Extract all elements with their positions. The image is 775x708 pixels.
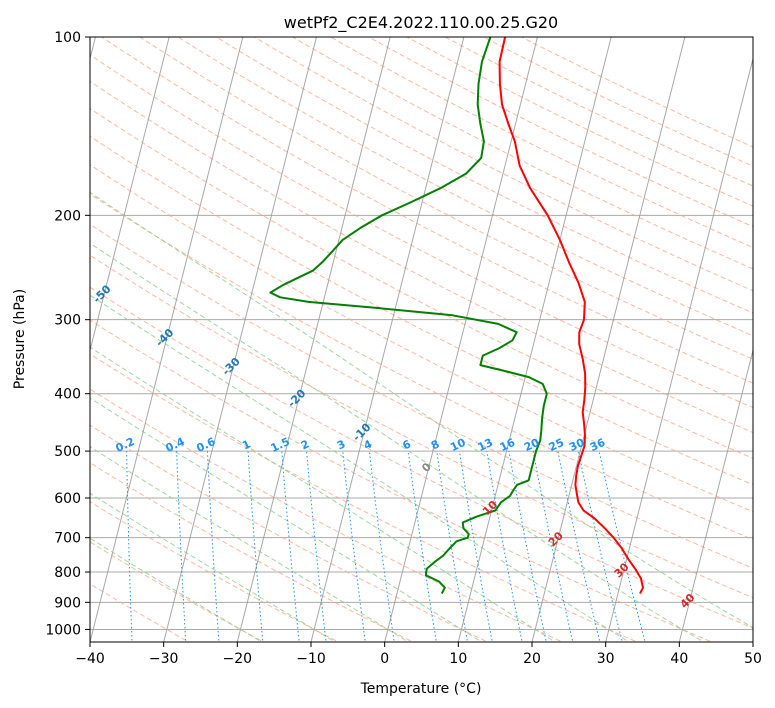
y-tick-label: 200 (54, 208, 81, 224)
mixing-ratio-label: 36 (588, 436, 608, 454)
plot-series (269, 37, 644, 595)
isotherm-line (90, 37, 170, 353)
isotherm-line (605, 56, 753, 642)
dry-adiabat-line (90, 193, 753, 541)
mixing-ratio-label: 30 (567, 436, 587, 454)
y-tick-label: 300 (54, 313, 81, 329)
moist-adiabat-line (90, 346, 557, 642)
mixing-ratio-label: 16 (498, 436, 518, 454)
dry-adiabat-line (90, 223, 753, 569)
x-tick-label: −30 (149, 651, 179, 667)
isotherm-line (90, 37, 244, 642)
dry-adiabat-line (90, 583, 190, 642)
moist-adiabat-line (90, 537, 263, 642)
x-tick-label: 40 (670, 651, 688, 667)
x-tick-label: 0 (380, 651, 389, 667)
dry-adiabat-line (177, 37, 753, 337)
isotherm-line (678, 348, 753, 642)
y-tick-label: 800 (54, 565, 81, 581)
dry-adiabat-line (90, 501, 340, 642)
y-tick-label: 1000 (45, 622, 81, 638)
plot-frame (89, 36, 754, 643)
mixing-ratio-label: 10 (448, 436, 468, 454)
x-tick-label: 50 (744, 651, 762, 667)
isotherm-line (236, 37, 391, 642)
y-tick-label: 900 (54, 595, 81, 611)
y-tick-label: 100 (54, 30, 81, 46)
mixing-ratio-line (557, 451, 601, 642)
mixing-ratio-line (407, 451, 437, 642)
temperature-profile-line (498, 37, 644, 595)
x-tick-label: −40 (75, 651, 105, 667)
x-axis-label: Temperature (°C) (360, 681, 482, 697)
isotherm-line (457, 37, 612, 642)
x-tick-label: 10 (449, 651, 467, 667)
dry-adiabat-line (100, 37, 753, 384)
dewpoint-profile-line (269, 37, 548, 595)
x-tick-label: 20 (523, 651, 541, 667)
moist-adiabat-line (90, 191, 753, 629)
moist-adiabat-line (90, 492, 337, 642)
y-axis: 100 200 300 400 500 600 700 800 900 1000 (45, 30, 90, 638)
y-tick-label: 400 (54, 387, 81, 403)
mixing-ratio-line (532, 451, 574, 642)
isotherm-line (163, 37, 317, 642)
x-tick-label: 30 (597, 651, 615, 667)
isotherm-line (531, 37, 686, 642)
dry-adiabat-line (90, 319, 714, 642)
dry-adiabat-line (215, 37, 753, 314)
mixing-ratio-line (486, 451, 523, 642)
x-tick-label: −10 (296, 651, 326, 667)
dry-adiabat-line (90, 286, 753, 629)
mixing-ratio-line (508, 451, 547, 642)
plot-background (90, 37, 753, 642)
mixing-ratio-label: 25 (547, 436, 566, 454)
mixing-ratio-label: 20 (522, 436, 542, 454)
mixing-ratio-line (176, 451, 187, 642)
mixing-ratio-label: 13 (476, 436, 495, 454)
x-axis: −40 −30 −20 −10 0 10 20 30 40 50 (75, 642, 762, 667)
y-tick-label: 600 (54, 491, 81, 507)
y-axis-label: Pressure (hPa) (12, 289, 28, 389)
moist-adiabat-line (90, 242, 705, 642)
mixing-ratio-line (598, 450, 646, 642)
dry-adiabat-line (90, 80, 753, 434)
dry-adiabat-line (90, 388, 564, 642)
y-tick-label: 500 (54, 444, 81, 460)
isotherm-line (310, 37, 465, 642)
dry-adiabat-line (90, 254, 753, 599)
dry-adiabat-line (90, 107, 753, 459)
x-tick-label: −20 (223, 651, 253, 667)
mixing-ratio-line (459, 451, 493, 642)
dry-adiabat-line (90, 424, 489, 642)
chart-title: wetPf2_C2E4.2022.110.00.25.G20 (284, 13, 558, 33)
mixing-ratio-line (126, 451, 133, 642)
mixing-ratio-line (577, 451, 623, 642)
y-tick-label: 700 (54, 531, 81, 547)
isotherm-line (384, 37, 538, 642)
moist-adiabat-line (90, 446, 410, 642)
mixing-ratio-line (436, 451, 469, 642)
